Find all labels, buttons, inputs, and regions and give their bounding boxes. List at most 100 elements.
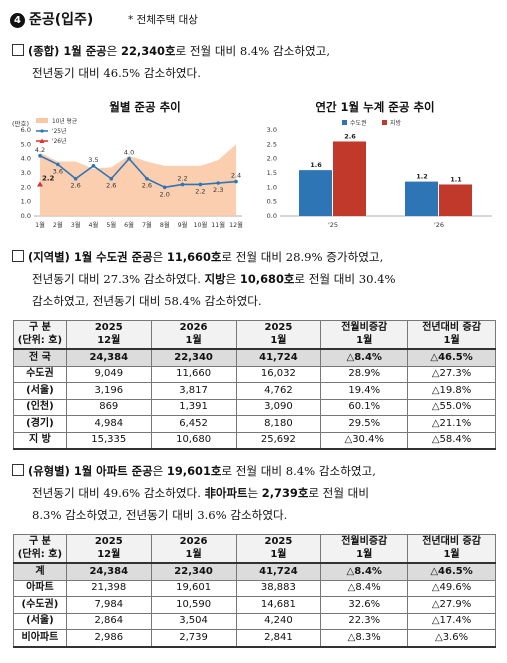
table-row: (수도권) 7,984 10,590 14,681 32.6% △27.9% xyxy=(13,596,496,614)
table-cell: 11,660 xyxy=(150,365,237,383)
series-25-data-label: 4.2 xyxy=(35,146,45,154)
table-cell: 2,739 xyxy=(150,629,237,648)
p3-rest2: 전년동기 대비 49.6% 감소하였다. xyxy=(32,486,201,500)
table-row: (서울) 2,864 3,504 4,240 22.3% △17.4% xyxy=(13,612,496,630)
table-subheader-cell: 1월 xyxy=(320,548,409,564)
table-cell: 3,090 xyxy=(235,398,322,416)
regional-table: 구 분 2025 2026 2025 전월비증감 전년대비 증감 (단위: 호) 12월 1월… xyxy=(13,320,496,450)
p2-rest4: 감소하였고, 전년동기 대비 58.4% 감소하였다. xyxy=(32,294,262,308)
y-tick-label: 1.0 xyxy=(267,183,277,191)
table-header-cell: 전월비증감 xyxy=(320,320,409,335)
table-cell: 3,504 xyxy=(150,612,237,630)
bar-metro xyxy=(299,170,332,216)
y-tick-label: 5.0 xyxy=(21,140,31,148)
table-cell: 10,590 xyxy=(150,596,237,614)
x-tick-label: '25 xyxy=(328,221,338,229)
bar-local xyxy=(439,184,472,216)
table-cell: 7,984 xyxy=(65,596,152,614)
series-25-data-label: 2.3 xyxy=(213,186,223,194)
legend-metro-swatch xyxy=(342,120,347,125)
x-tick-label: 12월 xyxy=(229,220,243,229)
legend-25-marker xyxy=(40,129,44,133)
table-cell: 9,049 xyxy=(65,365,152,383)
series-25-point xyxy=(127,156,131,161)
legend-local-swatch xyxy=(382,120,387,125)
table-cell: 41,724 xyxy=(235,348,322,367)
section-title-text: 준공(입주) xyxy=(29,12,94,28)
table-header-cell: 2025 xyxy=(65,320,152,335)
p1-lead: (종합) 1월 준공 xyxy=(28,44,107,58)
table-cell: 16,032 xyxy=(235,365,322,383)
checkbox-icon xyxy=(12,44,24,56)
table-header-cell: 전월비증감 xyxy=(320,534,409,549)
row-label-cell: 수도권 xyxy=(13,365,67,383)
y-tick-label: 6.0 xyxy=(21,126,31,134)
table-row: 계 24,384 22,340 41,724 △8.4% △46.5% xyxy=(13,562,496,581)
table-cell: △8.4% xyxy=(320,348,409,367)
table-subheader-cell: 1월 xyxy=(407,548,496,564)
p2-local: 지방 xyxy=(204,272,226,286)
table-cell: 22.3% xyxy=(320,612,409,630)
section-note: * 전체주택 대상 xyxy=(128,14,198,26)
x-tick-label: 7월 xyxy=(142,220,152,229)
table-cell: 29.5% xyxy=(320,415,409,433)
bar-local xyxy=(333,141,366,216)
y-unit-label: (만호) xyxy=(12,119,29,128)
p2-rest1: 로 전월 대비 28.9% 증가하였고, xyxy=(221,250,384,264)
table-header-cell: 2025 xyxy=(235,320,322,335)
table-cell: △27.9% xyxy=(407,596,496,614)
p3-lead: (유형별) 1월 아파트 준공 xyxy=(28,464,153,478)
table-cell: 4,762 xyxy=(235,382,322,400)
table-cell: △21.1% xyxy=(407,415,496,433)
series-25-line xyxy=(39,155,237,189)
table-cell: 32.6% xyxy=(320,596,409,614)
x-tick-label: 5월 xyxy=(106,220,116,229)
checkbox-icon xyxy=(12,250,24,262)
table-cell: 14,681 xyxy=(235,596,322,614)
table-cell: 8,180 xyxy=(235,415,322,433)
p3-rest3: 로 전월 대비 xyxy=(308,486,370,500)
series-25-data-label: 2.2 xyxy=(177,174,187,182)
p2-local-mid: 은 xyxy=(225,272,237,286)
bar-data-label: 1.1 xyxy=(450,175,462,183)
series-25-point xyxy=(180,182,185,187)
row-label-cell: 계 xyxy=(13,562,67,581)
series-25-data-label: 2.2 xyxy=(195,187,205,195)
x-tick-label: 1월 xyxy=(35,220,45,229)
series-25-data-label: 3.6 xyxy=(53,167,63,175)
table-subheader-cell: 12월 xyxy=(65,548,152,564)
table-cell: 22,340 xyxy=(150,348,237,367)
y-tick-label: 3.0 xyxy=(267,126,277,134)
table-cell: 21,398 xyxy=(65,579,152,597)
table-cell: △17.4% xyxy=(407,612,496,630)
table-cell: 19.4% xyxy=(320,382,409,400)
series-25-data-label: 3.5 xyxy=(88,156,98,164)
table-subheader-cell: 1월 xyxy=(150,334,237,350)
table-row: 수도권 9,049 11,660 16,032 28.9% △27.3% xyxy=(13,365,496,383)
x-tick-label: 4월 xyxy=(89,220,99,229)
y-tick-label: 3.0 xyxy=(21,169,31,177)
row-label-cell: 비아파트 xyxy=(13,629,67,648)
table-cell: 24,384 xyxy=(65,562,152,581)
legend-26-label: '26년 xyxy=(52,137,66,145)
p2-lead: (지역별) 1월 수도권 준공 xyxy=(28,250,153,264)
table-header-cell: 2026 xyxy=(150,320,237,335)
row-label-cell: 아파트 xyxy=(13,579,67,597)
series-26-point xyxy=(37,181,43,187)
bar-data-label: 1.6 xyxy=(310,161,322,169)
annual-chart-title: 연간 1월 누계 준공 추이 xyxy=(315,100,435,114)
table-cell: △49.6% xyxy=(407,579,496,597)
p1-mid: 은 xyxy=(106,44,118,58)
table-cell: △8.4% xyxy=(320,579,409,597)
p2-mid: 은 xyxy=(152,250,164,264)
table-cell: 869 xyxy=(65,398,152,416)
legend-avg-swatch xyxy=(36,118,48,123)
series-25-point xyxy=(145,176,149,181)
table-header-cell: 2026 xyxy=(150,534,237,549)
table-cell: 4,984 xyxy=(65,415,152,433)
y-tick-label: 0.0 xyxy=(21,212,31,220)
table-header-cell: 구 분 xyxy=(13,534,67,549)
table-cell: △3.6% xyxy=(407,629,496,648)
summary-paragraph: (종합) 1월 준공은 22,340호로 전월 대비 8.4% 감소하였고, 전… xyxy=(12,40,498,84)
section-number: 4 xyxy=(10,13,25,28)
